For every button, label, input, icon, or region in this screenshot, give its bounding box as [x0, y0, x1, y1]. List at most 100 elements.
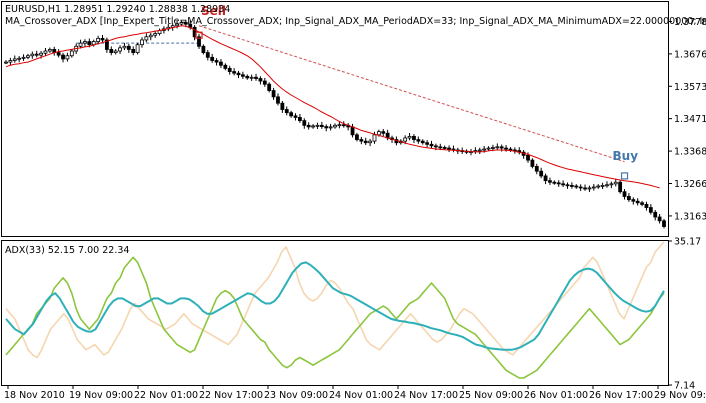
candle-body [368, 140, 372, 144]
candle-body [635, 200, 640, 204]
candle-body [240, 74, 245, 77]
candle-body [319, 124, 324, 127]
candle-body [197, 36, 201, 47]
candle-body [587, 187, 592, 190]
candle-body [118, 47, 122, 52]
candle-body [477, 149, 482, 152]
candle-body [552, 181, 557, 184]
candle-body [372, 134, 377, 142]
candle-body [526, 154, 530, 161]
candle-body [271, 90, 276, 98]
candle-body [407, 135, 412, 139]
candle-body [350, 126, 355, 136]
candle-body [657, 216, 662, 222]
candle-body [556, 182, 561, 185]
candle-body [302, 120, 307, 126]
candle-body [298, 117, 302, 121]
candle-body [267, 83, 272, 91]
candle-body [122, 45, 127, 49]
candle-body [188, 23, 193, 28]
time-tick-label: 22 Nov 01:00 [134, 390, 198, 401]
time-tick-label: 22 Nov 17:00 [199, 390, 263, 401]
candle-body [43, 50, 48, 54]
candle-body [315, 124, 320, 127]
candle-body [578, 186, 583, 189]
candle-body [284, 109, 289, 114]
candle-body [486, 147, 491, 150]
candle-body [631, 199, 636, 202]
candle-body [78, 42, 83, 47]
candle-body [69, 50, 74, 57]
candle-body [613, 181, 618, 185]
price-tick-label: 1.36760 [674, 49, 706, 60]
candle-body [39, 52, 43, 56]
indicator-label: ADX(33) 52.15 7.00 22.34 [5, 245, 129, 256]
candle-body [148, 34, 153, 38]
candle-body [341, 124, 346, 127]
indicator-lines-layer [5, 241, 665, 379]
candle-body [179, 22, 184, 25]
price-tick-label: 1.34710 [674, 114, 706, 125]
candle-body [600, 185, 605, 187]
candle-body [333, 124, 337, 128]
candle-body [504, 147, 508, 150]
adx-line [5, 261, 665, 351]
candle-body [425, 142, 430, 145]
candle-body [565, 184, 570, 187]
price-tick-label: 1.33685 [674, 147, 706, 158]
candle-body [328, 126, 333, 129]
candle-body [306, 124, 311, 128]
candle-body [245, 75, 250, 79]
candle-body [376, 131, 381, 136]
candle-body [591, 186, 596, 189]
candle-body [135, 44, 140, 53]
candle-body [109, 49, 114, 53]
candle-body [539, 170, 544, 177]
candle-body [249, 76, 254, 79]
candle-body [640, 202, 644, 205]
candle-body [355, 134, 359, 140]
time-tick-label: 26 Nov 17:00 [589, 390, 653, 401]
candle-body [254, 76, 258, 79]
candle-body [605, 184, 609, 187]
candle-body [61, 54, 65, 60]
candle-body [569, 185, 574, 187]
candle-body [644, 203, 649, 208]
signals-layer: Sell Buy [195, 4, 638, 180]
sell-marker [195, 31, 203, 39]
candle-body [495, 146, 500, 149]
candle-body [4, 61, 8, 64]
candle-body [227, 68, 232, 72]
candle-body [438, 146, 443, 149]
candle-body [12, 58, 17, 61]
time-tick-label: 24 Nov 17:00 [394, 390, 458, 401]
candle-body [381, 131, 386, 134]
candle-body [482, 148, 487, 151]
main-pane: Sell Buy EURUSD,H1 1.28951 1.29240 1.2883… [1, 1, 706, 237]
time-tick-label: 19 Nov 09:00 [69, 390, 133, 401]
time-tick-label: 24 Nov 01:00 [329, 390, 393, 401]
candle-body [429, 143, 434, 147]
candle-body [618, 181, 623, 193]
candle-body [442, 147, 447, 149]
time-tick-label: 25 Nov 09:00 [459, 390, 523, 401]
candle-body [219, 61, 223, 66]
candle-body [491, 147, 495, 149]
symbol-info: EURUSD,H1 1.28951 1.29240 1.28838 1.2893… [5, 4, 230, 15]
price-tick-label: 1.35735 [674, 82, 706, 93]
price-tick-label: 1.31635 [674, 211, 706, 222]
price-axis: 1.37785 1.36760 1.35735 1.34710 1.33685 1.326… [668, 17, 706, 222]
indicator-tick-label: 35.17 [674, 237, 701, 248]
candle-body [21, 56, 26, 59]
candle-body [26, 55, 30, 58]
candle-body [113, 50, 118, 53]
candle-body [548, 180, 552, 183]
candle-body [153, 33, 158, 36]
candle-body [210, 56, 215, 61]
candle-body [662, 220, 666, 227]
candle-body [87, 41, 92, 46]
candle-body [205, 52, 210, 58]
indicator-axis: 35.17 7.14 [668, 237, 701, 392]
indicator-tick-label: 7.14 [674, 381, 695, 392]
candle-body [648, 207, 653, 213]
